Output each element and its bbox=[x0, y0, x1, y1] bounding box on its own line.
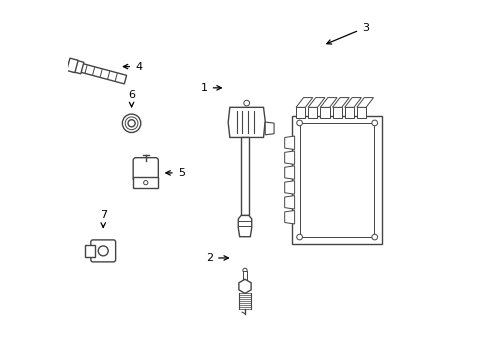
Polygon shape bbox=[80, 63, 126, 84]
Text: 1: 1 bbox=[201, 83, 221, 93]
Polygon shape bbox=[239, 279, 251, 293]
Circle shape bbox=[122, 114, 141, 132]
FancyBboxPatch shape bbox=[133, 158, 158, 181]
Circle shape bbox=[297, 234, 302, 240]
Polygon shape bbox=[285, 211, 294, 224]
Polygon shape bbox=[333, 107, 342, 118]
Circle shape bbox=[125, 117, 138, 130]
Polygon shape bbox=[285, 166, 294, 179]
Circle shape bbox=[372, 120, 378, 126]
Circle shape bbox=[243, 268, 247, 273]
Polygon shape bbox=[308, 107, 318, 118]
Circle shape bbox=[244, 100, 249, 106]
Text: 3: 3 bbox=[327, 23, 369, 44]
Polygon shape bbox=[320, 107, 330, 118]
Polygon shape bbox=[285, 151, 294, 165]
Text: 6: 6 bbox=[128, 90, 135, 107]
Circle shape bbox=[297, 120, 302, 126]
Circle shape bbox=[128, 120, 135, 127]
FancyBboxPatch shape bbox=[293, 116, 382, 244]
Polygon shape bbox=[296, 98, 313, 107]
Polygon shape bbox=[296, 107, 305, 118]
Polygon shape bbox=[228, 107, 265, 138]
Polygon shape bbox=[320, 98, 337, 107]
FancyBboxPatch shape bbox=[91, 240, 116, 262]
FancyBboxPatch shape bbox=[85, 244, 95, 257]
Circle shape bbox=[144, 180, 148, 185]
FancyBboxPatch shape bbox=[133, 177, 158, 188]
Polygon shape bbox=[285, 136, 294, 149]
Text: 5: 5 bbox=[166, 168, 185, 178]
Polygon shape bbox=[285, 195, 294, 209]
Text: 4: 4 bbox=[123, 62, 142, 72]
Polygon shape bbox=[333, 98, 349, 107]
Text: 2: 2 bbox=[206, 253, 228, 263]
FancyBboxPatch shape bbox=[300, 123, 374, 237]
Polygon shape bbox=[67, 58, 78, 73]
Polygon shape bbox=[357, 98, 373, 107]
Polygon shape bbox=[238, 215, 252, 237]
FancyBboxPatch shape bbox=[243, 271, 247, 284]
Circle shape bbox=[98, 246, 108, 256]
Circle shape bbox=[372, 234, 378, 240]
Polygon shape bbox=[285, 181, 294, 194]
Polygon shape bbox=[308, 98, 325, 107]
Polygon shape bbox=[357, 107, 366, 118]
FancyBboxPatch shape bbox=[241, 138, 249, 215]
Text: 7: 7 bbox=[99, 211, 107, 227]
Polygon shape bbox=[265, 122, 274, 135]
Polygon shape bbox=[71, 60, 84, 74]
Polygon shape bbox=[344, 107, 354, 118]
Polygon shape bbox=[344, 98, 361, 107]
